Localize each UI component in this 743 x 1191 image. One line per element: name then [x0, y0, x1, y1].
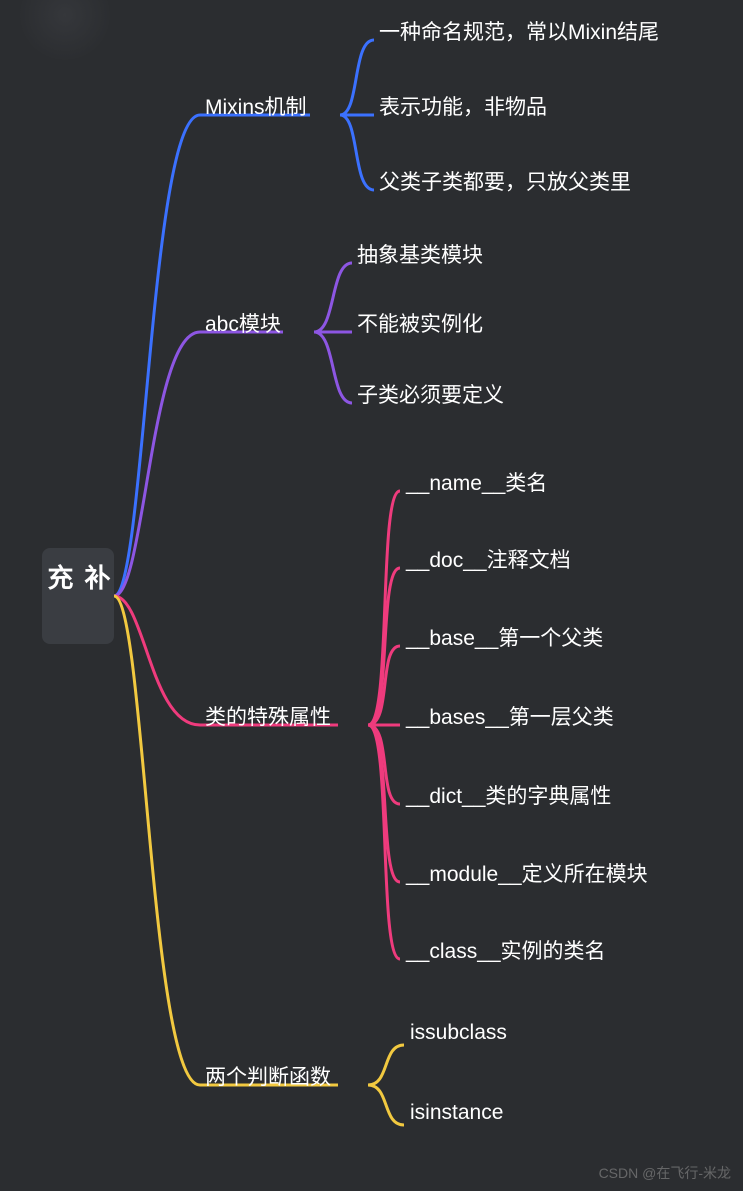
branch-mixins: Mixins机制 [205, 91, 307, 121]
branch-judge-funcs: 两个判断函数 [205, 1061, 331, 1091]
leaf-mixins-0: 一种命名规范，常以Mixin结尾 [379, 16, 659, 46]
leaf-abc-2: 子类必须要定义 [357, 379, 504, 409]
branch-special-attrs: 类的特殊属性 [205, 701, 331, 731]
leaf-attr-6: __class__实例的类名 [406, 935, 606, 965]
root-node: 补充 [42, 548, 114, 644]
leaf-attr-0: __name__类名 [406, 467, 547, 497]
decorative-blob [20, 0, 110, 60]
leaf-abc-0: 抽象基类模块 [357, 239, 483, 269]
leaf-attr-2: __base__第一个父类 [406, 622, 603, 652]
leaf-attr-4: __dict__类的字典属性 [406, 780, 611, 810]
leaf-attr-5: __module__定义所在模块 [406, 858, 648, 888]
leaf-abc-1: 不能被实例化 [357, 308, 483, 338]
leaf-mixins-1: 表示功能，非物品 [379, 91, 547, 121]
leaf-mixins-2: 父类子类都要，只放父类里 [379, 166, 631, 196]
leaf-attr-3: __bases__第一层父类 [406, 701, 614, 731]
root-label: 补充 [41, 564, 115, 628]
leaf-attr-1: __doc__注释文档 [406, 544, 571, 574]
leaf-judge-0: issubclass [410, 1021, 507, 1045]
leaf-judge-1: isinstance [410, 1101, 503, 1125]
branch-abc: abc模块 [205, 308, 281, 338]
watermark-text: CSDN @在飞行-米龙 [599, 1163, 731, 1183]
